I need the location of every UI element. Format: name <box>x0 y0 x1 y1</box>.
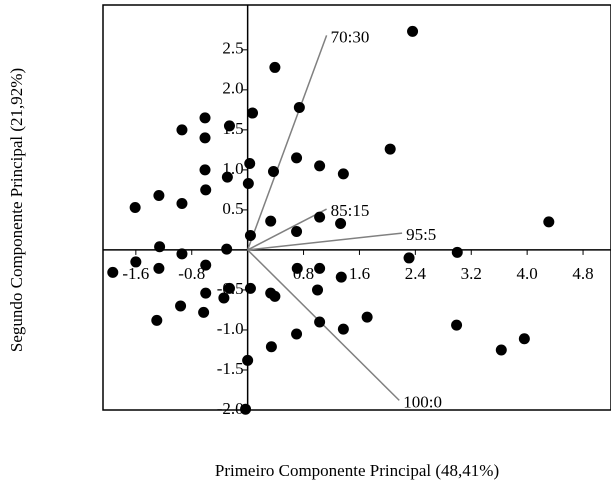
point <box>361 311 373 323</box>
y-tick-label: -1.0 <box>217 319 244 338</box>
loading-vector <box>246 35 328 251</box>
point <box>199 132 211 144</box>
vector-label: 85:15 <box>331 201 370 220</box>
x-tick-label: 1.6 <box>349 264 370 283</box>
point <box>242 354 254 366</box>
point <box>218 292 230 304</box>
point <box>199 164 211 176</box>
point <box>312 284 324 296</box>
point <box>151 314 163 326</box>
point <box>265 341 277 353</box>
vector-label: 70:30 <box>331 27 370 46</box>
point <box>291 226 303 238</box>
point <box>293 101 305 113</box>
x-tick-label: 2.4 <box>405 264 427 283</box>
point <box>335 218 347 230</box>
point <box>175 300 187 312</box>
point <box>223 120 235 132</box>
point <box>200 184 212 196</box>
point <box>244 282 256 294</box>
point <box>291 152 303 164</box>
point <box>518 333 530 345</box>
point <box>129 202 141 213</box>
vector-label: 100:0 <box>403 392 442 411</box>
point <box>107 266 119 278</box>
point <box>314 160 326 172</box>
point <box>223 282 235 294</box>
y-tick-label: -2.0 <box>217 399 244 418</box>
point <box>200 287 212 299</box>
point <box>176 124 188 136</box>
loading-vector <box>247 232 403 251</box>
point <box>451 246 463 258</box>
loading-vector <box>247 208 327 251</box>
point <box>337 323 349 335</box>
point <box>242 177 254 189</box>
y-tick-label: -1.5 <box>217 359 244 378</box>
point <box>267 165 279 177</box>
vector-label: 95:5 <box>406 225 436 244</box>
point <box>337 168 349 180</box>
point <box>244 157 256 169</box>
point <box>176 197 188 209</box>
point <box>221 243 233 255</box>
x-axis-title: Primeiro Componente Principal (48,41%) <box>215 461 499 480</box>
x-tick-label: 4.0 <box>517 264 538 283</box>
point <box>495 344 507 356</box>
point <box>130 256 142 268</box>
point <box>314 316 326 328</box>
point <box>314 211 326 223</box>
point <box>291 328 303 340</box>
point <box>244 230 256 242</box>
x-tick-label: 4.8 <box>572 264 593 283</box>
y-axis-title: Segundo Componente Principal (21,92%) <box>7 68 26 352</box>
point <box>291 262 303 274</box>
point <box>153 262 165 274</box>
point <box>543 216 555 228</box>
point <box>335 271 347 283</box>
x-tick-label: -0.8 <box>178 264 205 283</box>
point <box>199 112 211 124</box>
point <box>269 290 281 302</box>
point <box>198 306 210 318</box>
point <box>240 403 252 415</box>
y-tick-label: 2.5 <box>222 39 243 58</box>
point <box>221 171 233 183</box>
point <box>314 262 326 274</box>
point <box>154 241 166 253</box>
point <box>247 107 259 119</box>
point <box>451 319 463 331</box>
point <box>265 215 277 227</box>
point <box>384 143 396 155</box>
point <box>407 25 419 37</box>
x-tick-label: -1.6 <box>122 264 149 283</box>
point <box>176 248 188 260</box>
y-tick-label: 2.0 <box>222 79 243 98</box>
point <box>403 252 415 264</box>
y-tick-label: 0.5 <box>222 199 243 218</box>
point <box>153 189 165 201</box>
plot-frame <box>102 4 611 411</box>
point <box>269 61 281 73</box>
point <box>200 259 212 271</box>
x-tick-label: 3.2 <box>461 264 482 283</box>
